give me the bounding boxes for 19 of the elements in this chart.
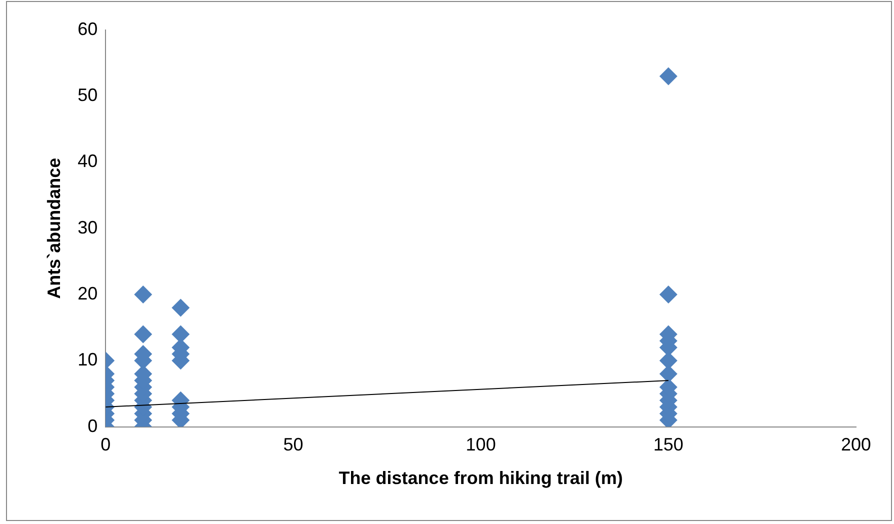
x-tick-label: 0	[100, 434, 111, 455]
y-tick-label: 40	[78, 151, 98, 172]
y-axis-title: Ants`abundance	[44, 158, 64, 299]
y-tick-label: 0	[88, 416, 98, 436]
x-tick-label: 50	[283, 434, 304, 455]
y-tick-label: 60	[78, 18, 98, 39]
y-tick-label: 50	[78, 85, 98, 106]
point	[134, 325, 152, 344]
x-tick-label: 200	[840, 434, 872, 455]
point	[134, 286, 152, 304]
point	[659, 67, 678, 86]
y-tick-label: 30	[78, 217, 98, 238]
point	[172, 298, 190, 317]
x-axis-title: The distance from hiking trail (m)	[338, 468, 623, 488]
y-tick-label: 10	[78, 350, 98, 370]
x-tick-label: 100	[466, 434, 496, 455]
y-tick-label: 20	[78, 284, 98, 304]
x-tick-label: 150	[653, 434, 684, 455]
point	[659, 286, 678, 304]
